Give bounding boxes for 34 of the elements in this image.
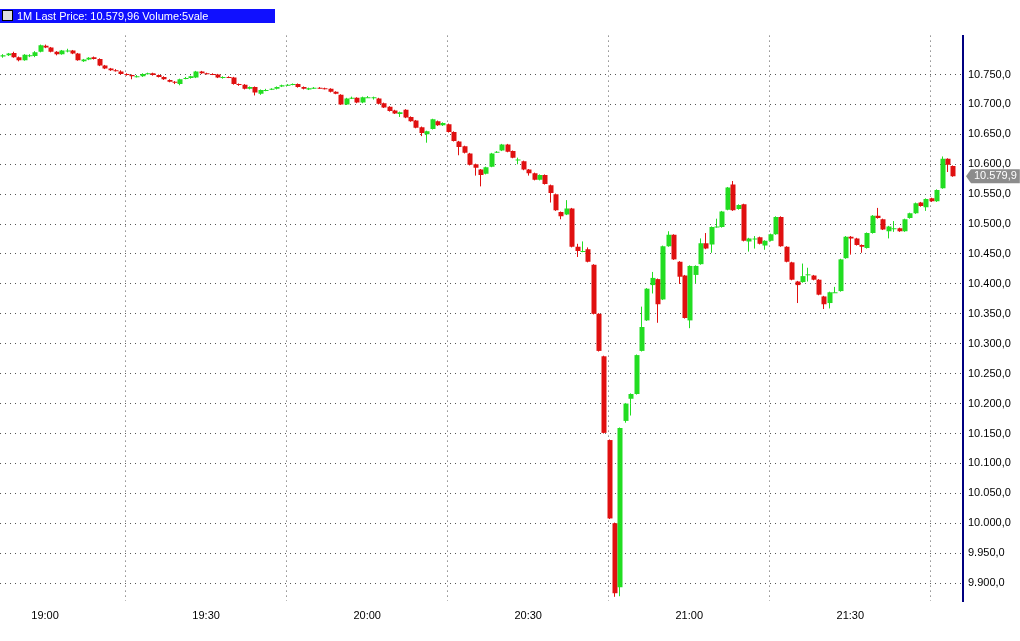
- y-tick-label: 10.400,0: [968, 276, 1011, 289]
- text: 10.579,9: [974, 169, 1017, 182]
- y-tick-label: 10.650,0: [968, 127, 1011, 140]
- y-tick-label: 10.450,0: [968, 247, 1011, 260]
- candlestick: [580, 240, 586, 253]
- chart-title: 1M Last Price: 10.579,96 Volume:5vale: [17, 10, 209, 22]
- y-tick-label: 10.000,0: [968, 516, 1011, 529]
- x-tick-label: 19:30: [192, 608, 220, 621]
- x-tick-label: 19:00: [31, 608, 59, 621]
- y-tick-label: 10.350,0: [968, 306, 1011, 319]
- x-tick-label: 20:00: [353, 608, 381, 621]
- y-tick-label: 10.500,0: [968, 217, 1011, 230]
- candlestick: [650, 271, 656, 294]
- y-tick-label: 10.750,0: [968, 67, 1011, 80]
- y-tick-label: 10.700,0: [968, 97, 1011, 110]
- candlestick: [891, 220, 897, 233]
- x-tick-label: 21:00: [675, 608, 703, 621]
- y-tick-label: 9.900,0: [968, 576, 1005, 589]
- candlestick: [639, 306, 645, 353]
- y-tick-label: 10.150,0: [968, 426, 1011, 439]
- y-tick-label: 9.950,0: [968, 546, 1005, 559]
- y-tick-label: 10.050,0: [968, 486, 1011, 499]
- candlestick: [805, 267, 811, 282]
- y-tick-label: 10.100,0: [968, 456, 1011, 469]
- candlestick: [870, 214, 876, 235]
- x-tick-label: 20:30: [514, 608, 542, 621]
- candlestick: [698, 237, 704, 266]
- candlestick: [628, 392, 634, 417]
- y-tick-label: 10.550,0: [968, 187, 1011, 200]
- x-tick-label: 21:30: [836, 608, 865, 621]
- y-tick-label: 10.250,0: [968, 366, 1011, 379]
- y-tick-label: 10.600,0: [968, 157, 1011, 170]
- y-tick-label: 10.200,0: [968, 396, 1011, 409]
- y-tick-label: 10.300,0: [968, 336, 1011, 349]
